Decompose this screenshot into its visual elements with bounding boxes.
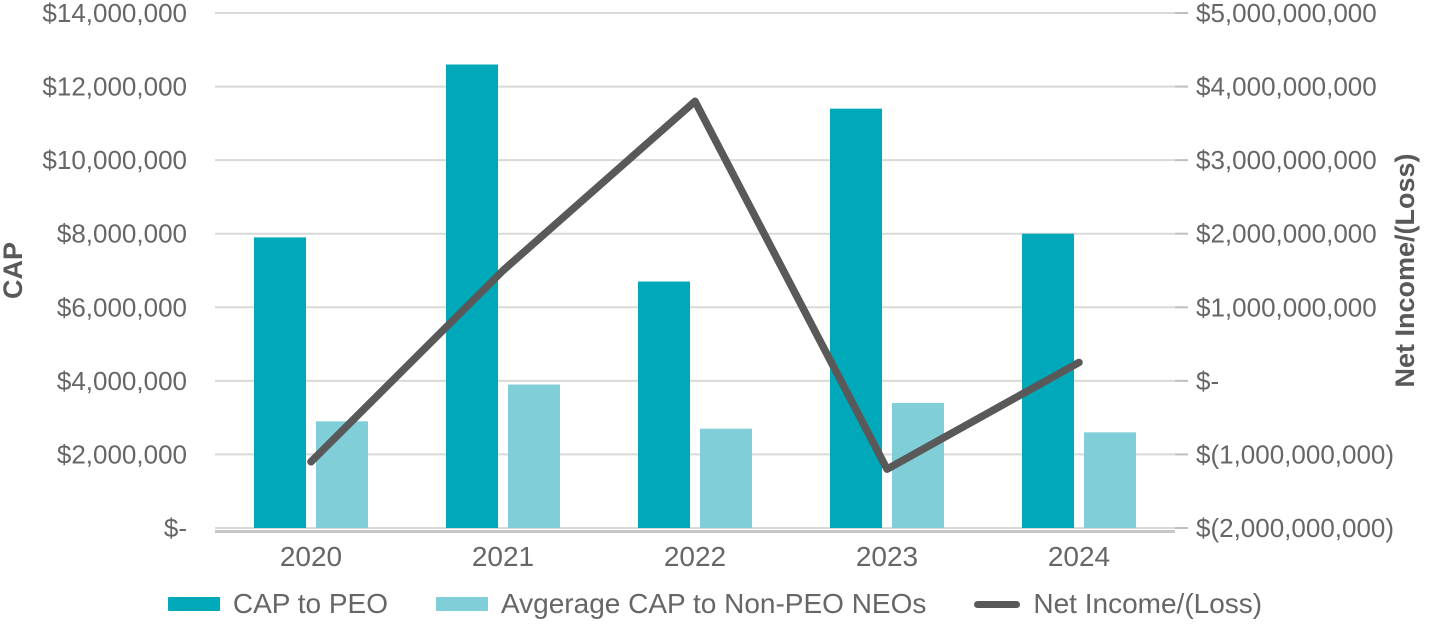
chart-legend: CAP to PEO Avgerage CAP to Non-PEO NEOs … [0, 588, 1430, 620]
x-axis-year-label: 2023 [856, 541, 918, 572]
cap-to-peo-swatch-icon [167, 597, 220, 611]
net-income-line-swatch-icon [974, 600, 1021, 608]
legend-label: Avgerage CAP to Non-PEO NEOs [500, 588, 927, 619]
gridlines [215, 12, 1188, 529]
legend-label: Net Income/(Loss) [1033, 588, 1263, 619]
legend-label: CAP to PEO [232, 588, 388, 619]
net-income-line [307, 97, 1083, 473]
left-axis-tick-labels: $14,000,000 $12,000,000 $10,000,000 $8,000,… [42, 0, 187, 543]
right-axis-tick-labels: $5,000,000,000 $4,000,000,000 $3,000,000,0… [1196, 0, 1394, 543]
left-axis-tick-label: $2,000,000 [57, 439, 187, 469]
right-axis-title: Net Income/(Loss) [1390, 153, 1420, 387]
x-axis-year-label: 2022 [664, 541, 726, 572]
left-axis-tick-label: $8,000,000 [57, 219, 187, 249]
right-axis-tick-label: $4,000,000,000 [1196, 72, 1377, 102]
left-axis-tick-label: $4,000,000 [57, 366, 187, 396]
bar [508, 384, 560, 528]
bar [638, 281, 690, 528]
bar [316, 421, 368, 528]
bar [700, 428, 752, 528]
avg-cap-non-peo-swatch-icon [435, 597, 488, 611]
bar [254, 237, 306, 528]
legend-item-cap-to-peo: CAP to PEO [167, 588, 388, 620]
x-axis-year-label: 2020 [280, 541, 342, 572]
bar-series-cap-to-peo [254, 64, 1074, 529]
right-axis-tick-label: $3,000,000,000 [1196, 145, 1377, 175]
bar-series-avg-cap-non-peo [316, 384, 1136, 528]
left-axis-tick-label: $10,000,000 [42, 145, 187, 175]
x-axis-year-label: 2024 [1048, 541, 1110, 572]
right-axis-tick-label: $2,000,000,000 [1196, 219, 1377, 249]
legend-item-avg-cap-non-peo: Avgerage CAP to Non-PEO NEOs [435, 588, 927, 620]
x-axis-year-label: 2021 [472, 541, 534, 572]
left-axis-tick-label: $12,000,000 [42, 72, 187, 102]
right-axis-tick-label: $(2,000,000,000) [1196, 513, 1394, 543]
right-axis-tick-label: $- [1196, 366, 1219, 396]
legend-item-net-income: Net Income/(Loss) [974, 588, 1262, 620]
left-axis-tick-label: $14,000,000 [42, 0, 187, 28]
right-axis-tick-label: $(1,000,000,000) [1196, 439, 1394, 469]
left-axis-tick-label: $6,000,000 [57, 292, 187, 322]
left-axis-title: CAP [0, 242, 28, 299]
bar [1084, 432, 1136, 528]
right-axis-tick-label: $5,000,000,000 [1196, 0, 1377, 28]
left-axis-tick-label: $- [164, 513, 187, 543]
x-axis-labels: 2020 2021 2022 2023 2024 [280, 541, 1110, 572]
combo-chart-plot: $14,000,000 $12,000,000 $10,000,000 $8,000,… [0, 0, 1420, 572]
bar [830, 108, 882, 529]
right-axis-tick-label: $1,000,000,000 [1196, 292, 1377, 322]
